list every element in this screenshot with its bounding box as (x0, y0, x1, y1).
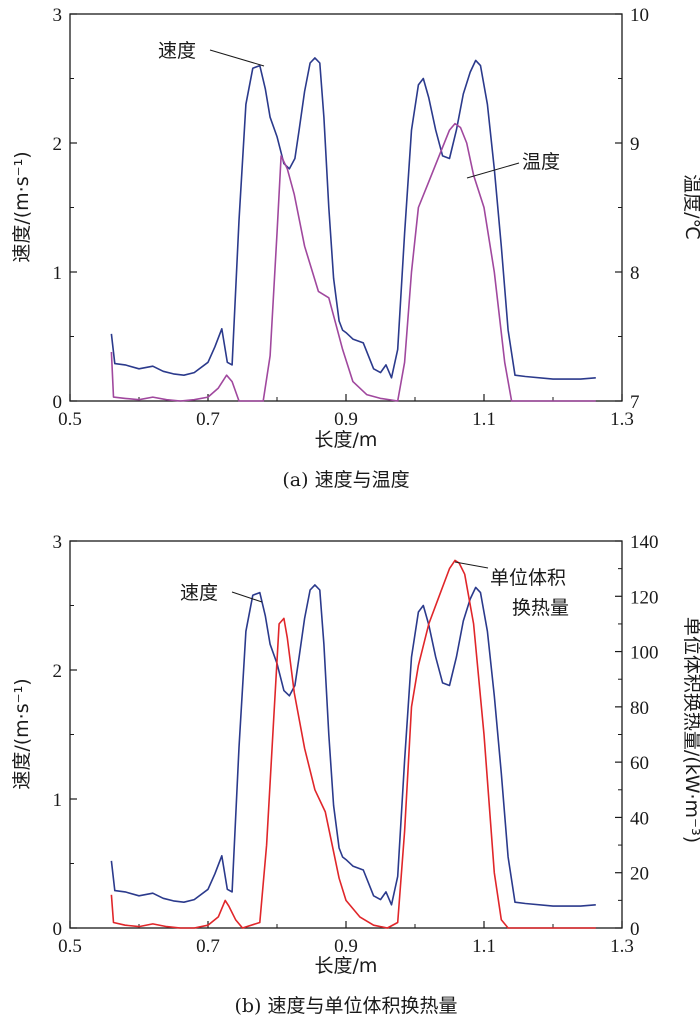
a-ytick-right-label: 7 (630, 392, 640, 413)
a-xtick-label: 0.9 (334, 409, 358, 430)
a-xtick-label: 1.1 (472, 409, 496, 430)
chart-a-temperature-annotation: 温度 (522, 151, 560, 173)
b-ytick-right-label: 120 (630, 587, 659, 608)
a-xtick-label: 1.3 (610, 409, 634, 430)
chart-b-heat-annotation-line2: 换热量 (512, 597, 569, 619)
chart-b-heat-leader (454, 561, 489, 569)
b-ytick-left-label: 3 (53, 532, 63, 553)
b-ytick-right-label: 100 (630, 643, 659, 664)
chart-a-ylabel-left: 速度/(m·s⁻¹) (11, 151, 33, 262)
chart-b-ylabel-right: 单位体积换热量/(kW·m⁻³) (681, 617, 700, 843)
a-series-velocity-line (110, 57, 596, 380)
chart-b-ylabel-left: 速度/(m·s⁻¹) (11, 678, 33, 789)
b-ytick-left-label: 2 (53, 661, 63, 682)
b-ytick-right-label: 0 (630, 919, 640, 940)
b-series-velocity-line (110, 584, 596, 907)
a-ytick-left-label: 1 (53, 263, 63, 284)
a-xtick-label: 0.7 (196, 409, 220, 430)
b-ytick-right-label: 40 (630, 808, 649, 829)
chart-b-xlabel: 长度/m (315, 955, 378, 977)
a-ytick-left-label: 3 (53, 5, 63, 26)
chart-a-velocity-leader (209, 49, 265, 67)
chart-a-velocity-annotation: 速度 (158, 40, 196, 62)
b-ytick-right-label: 80 (630, 698, 649, 719)
a-series-temperature-line (110, 122, 596, 402)
b-ytick-right-label: 140 (630, 532, 659, 553)
chart-b-velocity-leader (231, 591, 263, 603)
b-xtick-label: 0.5 (58, 936, 82, 957)
chart-b-caption: (b) 速度与单位体积换热量 (234, 995, 457, 1017)
a-ytick-left-label: 2 (53, 134, 63, 155)
b-xtick-label: 1.1 (472, 936, 496, 957)
chart-b-heat-annotation-line1: 单位体积 (490, 567, 566, 589)
chart-a: 0.5 0.7 0.9 1.1 1.3 0 1 2 3 7 8 9 10 长度/m 速度/(m·s⁻… (11, 5, 700, 491)
a-ytick-right-label: 8 (630, 263, 640, 284)
chart-a-ylabel-right: 温度/℃ (681, 174, 700, 240)
chart-a-xlabel: 长度/m (315, 429, 378, 451)
b-ytick-right-label: 60 (630, 753, 649, 774)
chart-b-velocity-annotation: 速度 (180, 582, 218, 604)
chart-a-frame (69, 13, 623, 402)
b-ytick-left-label: 0 (53, 919, 63, 940)
b-series-heat-transfer-line (110, 559, 596, 929)
a-ytick-right-label: 9 (630, 134, 640, 155)
b-ytick-left-label: 1 (53, 790, 63, 811)
b-xtick-label: 0.7 (196, 936, 220, 957)
a-xtick-label: 0.5 (58, 409, 82, 430)
chart-a-temperature-leader (466, 162, 520, 179)
b-xtick-label: 1.3 (610, 936, 634, 957)
a-ytick-left-label: 0 (53, 392, 63, 413)
a-ytick-right-label: 10 (630, 5, 649, 26)
b-xtick-label: 0.9 (334, 936, 358, 957)
chart-a-caption: (a) 速度与温度 (282, 469, 409, 491)
b-ytick-right-label: 20 (630, 864, 649, 885)
